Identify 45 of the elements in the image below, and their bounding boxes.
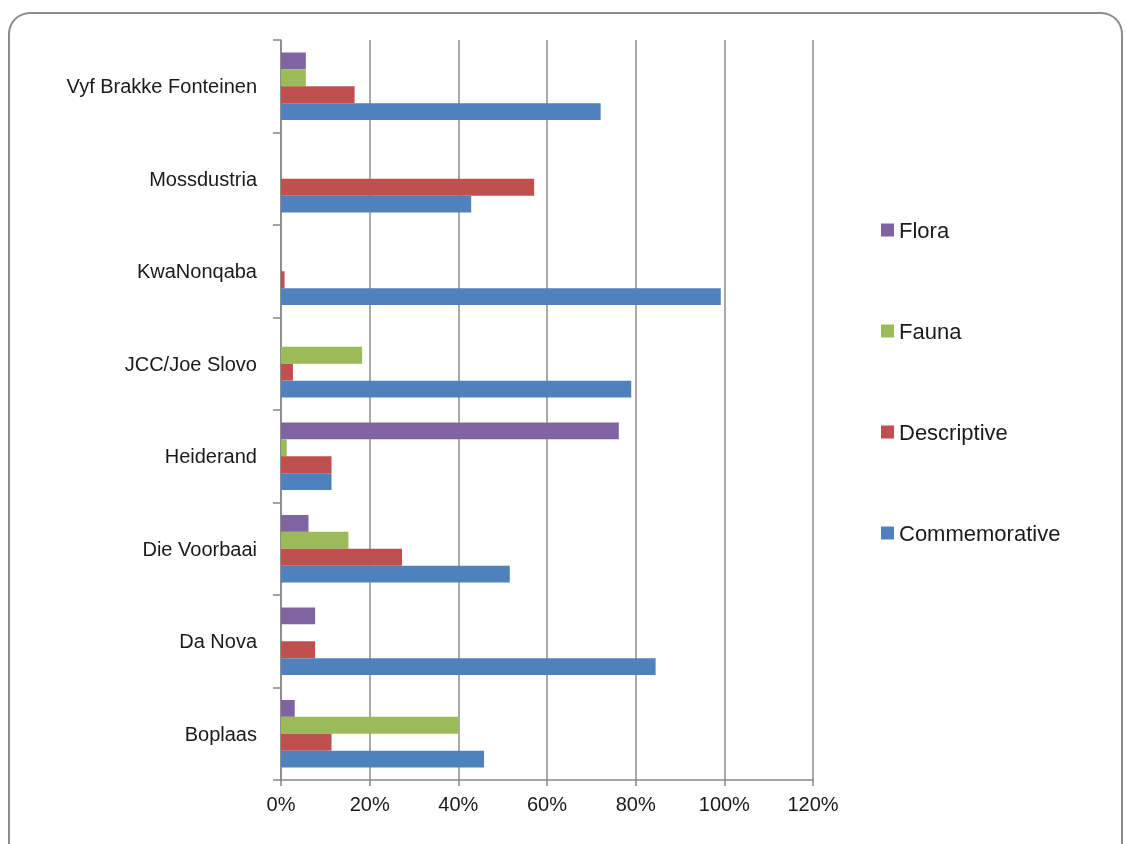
bar <box>281 641 316 659</box>
bar <box>281 380 632 398</box>
x-tick-label: 120% <box>787 793 839 815</box>
x-tick-label: 40% <box>438 793 479 815</box>
bar <box>281 69 306 87</box>
x-tick-label: 80% <box>615 793 656 815</box>
bar <box>281 439 287 457</box>
bar <box>281 422 619 440</box>
x-tick-label: 20% <box>349 793 390 815</box>
x-tick-label: 100% <box>698 793 751 815</box>
bar <box>281 86 355 104</box>
x-tick-label: 0% <box>266 793 296 815</box>
y-tick-label: Mossdustria <box>149 167 258 190</box>
x-tick-label: 60% <box>526 793 568 815</box>
bar <box>281 548 403 566</box>
bar <box>281 716 459 734</box>
bar <box>281 103 601 121</box>
bar <box>281 178 535 196</box>
y-tick-label: Boplaas <box>184 722 257 745</box>
bar <box>281 733 332 751</box>
bar <box>281 195 472 213</box>
legend-label: Fauna <box>899 318 963 344</box>
bar <box>281 565 510 583</box>
bar <box>281 658 656 676</box>
bar <box>281 346 363 364</box>
bar <box>281 52 306 70</box>
legend-label: Descriptive <box>899 419 1008 445</box>
bar <box>281 607 316 625</box>
bar <box>281 271 285 289</box>
bar <box>281 363 293 381</box>
y-tick-label: Vyf Brakke Fonteinen <box>66 75 257 98</box>
y-tick-label: JCC/Joe Slovo <box>124 352 257 375</box>
bar <box>281 456 332 474</box>
y-tick-label: Da Nova <box>179 630 258 653</box>
bar <box>281 288 721 306</box>
legend-label: Commemorative <box>899 520 1061 546</box>
y-tick-label: Die Voorbaai <box>142 537 257 560</box>
y-tick-label: KwaNonqaba <box>136 260 258 283</box>
legend-label: Flora <box>899 217 950 243</box>
bar <box>281 473 332 491</box>
bar <box>281 514 309 532</box>
bar <box>281 531 349 549</box>
bar <box>281 699 295 717</box>
y-tick-label: Heiderand <box>164 445 257 468</box>
bar <box>281 750 485 768</box>
